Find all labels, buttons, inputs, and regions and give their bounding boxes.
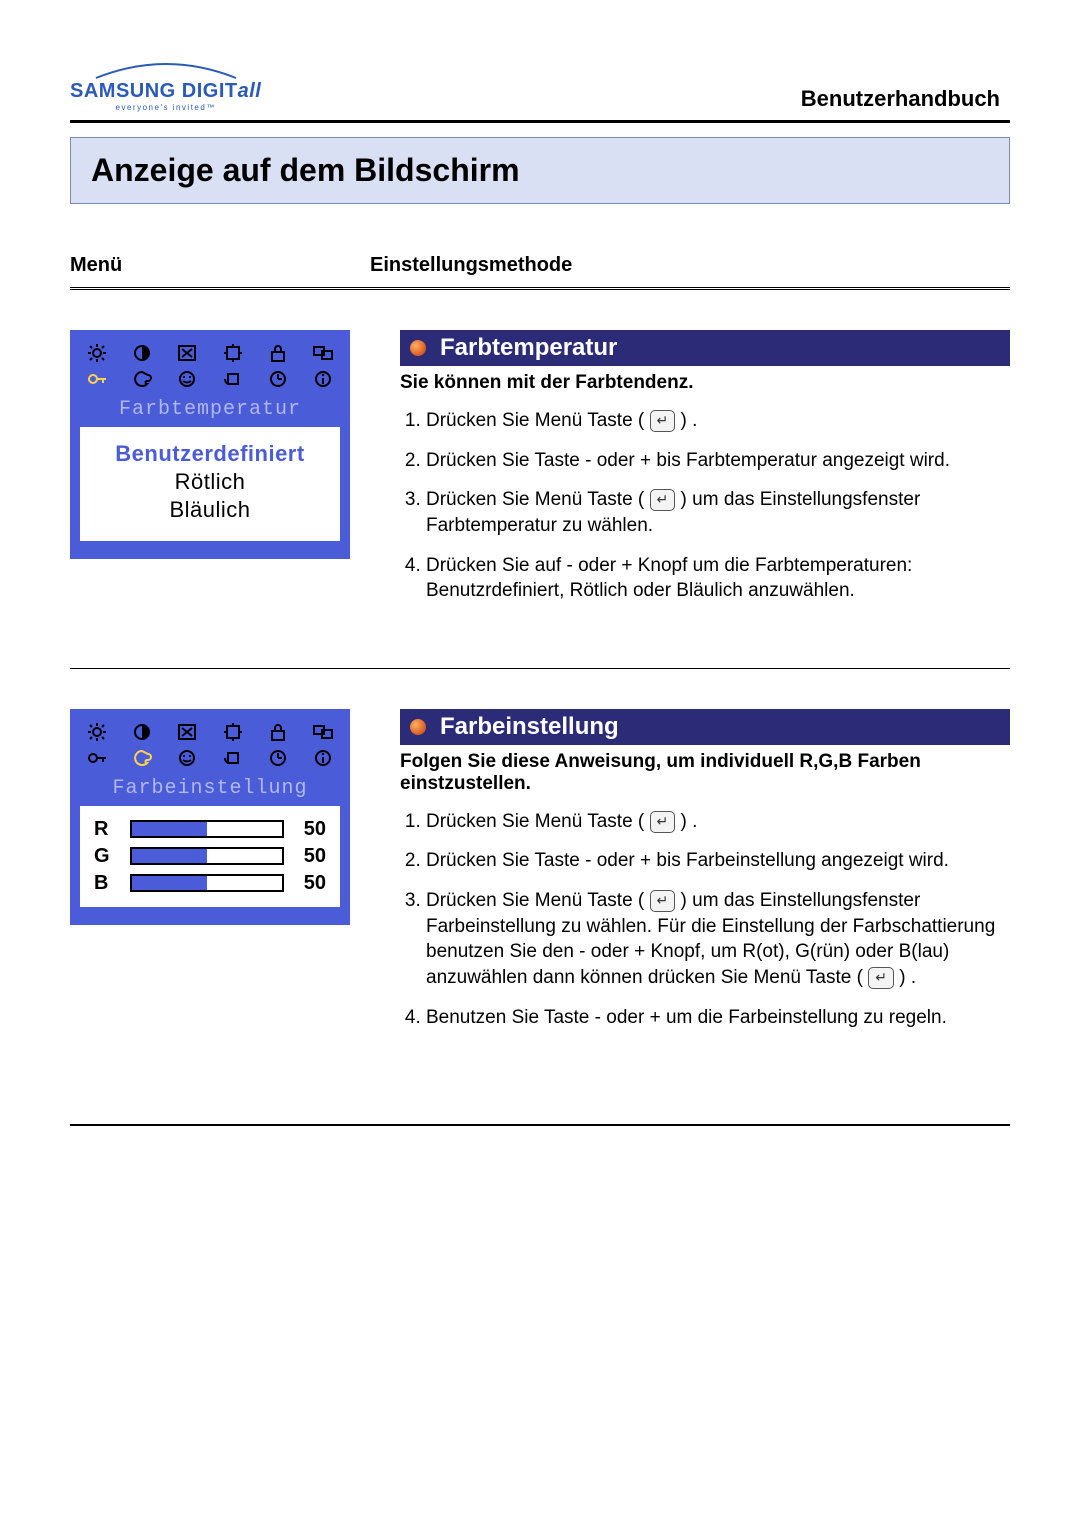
brand-name: SAMSUNG DIGITall: [70, 80, 261, 103]
osd-rgb-body: R 50 G 50 B 50: [80, 806, 340, 907]
topic-sub-2: Folgen Sie diese Anweisung, um individue…: [400, 751, 1010, 795]
menu-button-icon: ↵: [868, 967, 894, 989]
info-icon: [310, 747, 336, 769]
osd-panel-2: Farbeinstellung R 50 G 50 B 50: [70, 709, 370, 925]
rgb-fill: [132, 876, 207, 890]
rgb-value: 50: [292, 818, 326, 841]
brightness-icon: [84, 721, 110, 743]
osd-panel-1: Farbtemperatur BenutzerdefiniertRötlichB…: [70, 330, 370, 559]
desc-2: Farbeinstellung Folgen Sie diese Anweisu…: [370, 709, 1010, 1044]
desc-1: Farbtemperatur Sie können mit der Farbte…: [370, 330, 1010, 618]
rgb-value: 50: [292, 845, 326, 868]
topic-sub-1: Sie können mit der Farbtendenz.: [400, 372, 1010, 394]
step: Benutzen Sie Taste - oder + um die Farbe…: [426, 1005, 1010, 1031]
step: Drücken Sie Menü Taste ( ↵ ) um das Eins…: [426, 888, 1010, 991]
brand-tagline: everyone's invited™: [116, 103, 216, 112]
page: SAMSUNG DIGITall everyone's invited™ Ben…: [0, 0, 1080, 1196]
rgb-row: G 50: [86, 843, 334, 870]
section-farbeinstellung: Farbeinstellung R 50 G 50 B 50 Farbeinstellun…: [70, 709, 1010, 1044]
logo-swoosh-icon: [86, 60, 246, 80]
menu-button-icon: ↵: [650, 890, 676, 912]
key-icon: [84, 368, 110, 390]
col-header-menu: Menü: [70, 254, 370, 277]
section-farbtemperatur: Farbtemperatur BenutzerdefiniertRötlichB…: [70, 330, 1010, 618]
column-headers: Menü Einstellungsmethode: [70, 254, 1010, 277]
rgb-label: B: [94, 872, 122, 895]
step: Drücken Sie auf - oder + Knopf um die Fa…: [426, 553, 1010, 604]
rgb-bar: [130, 820, 284, 838]
bullet-icon: [410, 340, 426, 356]
info-icon: [310, 368, 336, 390]
steps-2: Drücken Sie Menü Taste ( ↵ ) . Drücken Si…: [400, 809, 1010, 1030]
topic-heading-1-text: Farbtemperatur: [440, 334, 617, 362]
position-icon: [220, 721, 246, 743]
brightness-icon: [84, 342, 110, 364]
topic-heading-1: Farbtemperatur: [400, 330, 1010, 366]
lock-icon: [265, 342, 291, 364]
bottom-rule: [70, 1124, 1010, 1126]
osd-options-1: BenutzerdefiniertRötlichBläulich: [80, 427, 340, 541]
brand-logo: SAMSUNG DIGITall everyone's invited™: [70, 60, 261, 112]
face-icon: [174, 368, 200, 390]
steps-1: Drücken Sie Menü Taste ( ↵ ) . Drücken Si…: [400, 408, 1010, 604]
rgb-fill: [132, 822, 207, 836]
key-icon: [84, 747, 110, 769]
rgb-fill: [132, 849, 207, 863]
box-x-icon: [174, 342, 200, 364]
face-icon: [174, 747, 200, 769]
palette-icon: [129, 747, 155, 769]
mid-rule: [70, 668, 1010, 669]
topic-heading-2: Farbeinstellung: [400, 709, 1010, 745]
rgb-bar: [130, 874, 284, 892]
clock-icon: [265, 747, 291, 769]
rgb-label: R: [94, 818, 122, 841]
contrast-icon: [129, 721, 155, 743]
section-title: Anzeige auf dem Bildschirm: [70, 137, 1010, 204]
rgb-row: B 50: [86, 870, 334, 897]
lock-icon: [265, 721, 291, 743]
rgb-value: 50: [292, 872, 326, 895]
screens-icon: [310, 342, 336, 364]
doc-title: Benutzerhandbuch: [801, 86, 1010, 112]
rgb-bar: [130, 847, 284, 865]
step: Drücken Sie Menü Taste ( ↵ ) .: [426, 408, 1010, 434]
screens-icon: [310, 721, 336, 743]
osd-label-1: Farbtemperatur: [78, 398, 342, 421]
step: Drücken Sie Taste - oder + bis Farbtempe…: [426, 448, 1010, 474]
topic-heading-2-text: Farbeinstellung: [440, 713, 619, 741]
menu-button-icon: ↵: [650, 489, 676, 511]
rotate-icon: [220, 368, 246, 390]
contrast-icon: [129, 342, 155, 364]
palette-icon: [129, 368, 155, 390]
col-header-method: Einstellungsmethode: [370, 254, 1010, 277]
osd-option: Benutzerdefiniert: [84, 441, 336, 467]
step: Drücken Sie Taste - oder + bis Farbeinst…: [426, 848, 1010, 874]
columns-rule: [70, 287, 1010, 290]
header: SAMSUNG DIGITall everyone's invited™ Ben…: [70, 60, 1010, 112]
osd-label-2: Farbeinstellung: [78, 777, 342, 800]
step: Drücken Sie Menü Taste ( ↵ ) um das Eins…: [426, 487, 1010, 538]
position-icon: [220, 342, 246, 364]
menu-button-icon: ↵: [650, 811, 676, 833]
rgb-label: G: [94, 845, 122, 868]
rgb-row: R 50: [86, 816, 334, 843]
osd-option: Rötlich: [84, 469, 336, 495]
menu-button-icon: ↵: [650, 410, 676, 432]
step: Drücken Sie Menü Taste ( ↵ ) .: [426, 809, 1010, 835]
box-x-icon: [174, 721, 200, 743]
osd-option: Bläulich: [84, 497, 336, 523]
bullet-icon: [410, 719, 426, 735]
rotate-icon: [220, 747, 246, 769]
header-rule: [70, 120, 1010, 123]
clock-icon: [265, 368, 291, 390]
